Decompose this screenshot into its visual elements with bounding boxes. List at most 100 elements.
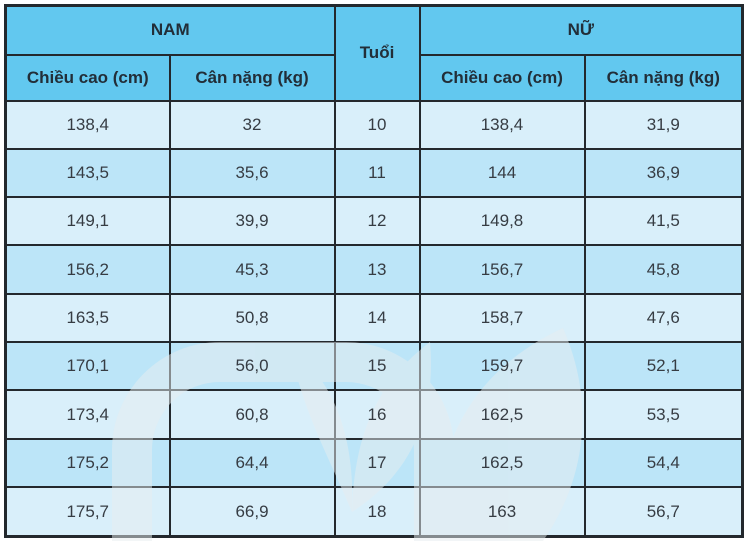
nam-height-value: 170,1 — [66, 356, 110, 376]
cell-age: 18 — [333, 486, 421, 538]
header-nam-label: NAM — [150, 20, 190, 40]
cell-nu-weight: 41,5 — [583, 196, 744, 247]
cell-nam-height: 138,4 — [4, 99, 171, 150]
nu-height-value: 159,7 — [480, 356, 524, 376]
cell-nam-height: 156,2 — [4, 244, 171, 295]
cell-nu-height: 159,7 — [418, 341, 586, 392]
cell-age: 16 — [333, 389, 421, 440]
header-nu-height: Chiều cao (cm) — [418, 53, 586, 102]
nam-height-value: 138,4 — [66, 114, 110, 134]
cell-nam-height: 163,5 — [4, 292, 171, 344]
cell-nam-weight: 39,9 — [168, 196, 336, 247]
table-row: 143,5 35,6 11 144 36,9 — [4, 147, 744, 199]
table-row: 170,1 56,0 15 159,7 52,1 — [4, 341, 744, 392]
nam-height-value: 156,2 — [66, 259, 110, 279]
nu-height-value: 162,5 — [480, 404, 524, 424]
nam-height-value: 175,2 — [66, 452, 110, 472]
age-value: 12 — [367, 211, 387, 231]
cell-nu-weight: 53,5 — [583, 389, 744, 440]
nam-height-col-label: Chiều cao (cm) — [26, 67, 149, 87]
table-row: 173,4 60,8 16 162,5 53,5 — [4, 389, 744, 440]
nu-height-value: 156,7 — [480, 259, 524, 279]
nu-height-value: 158,7 — [480, 307, 524, 327]
age-value: 17 — [367, 452, 387, 472]
cell-nam-weight: 56,0 — [168, 341, 336, 392]
age-value: 10 — [367, 114, 387, 134]
nu-weight-col-label: Cân nặng (kg) — [606, 67, 720, 87]
cell-age: 11 — [333, 147, 421, 199]
cell-nu-height: 138,4 — [418, 99, 586, 150]
cell-age: 15 — [333, 341, 421, 392]
nam-weight-value: 66,9 — [235, 501, 269, 521]
age-value: 18 — [367, 501, 387, 521]
nam-height-value: 149,1 — [66, 211, 110, 231]
nam-weight-value: 56,0 — [235, 356, 269, 376]
cell-age: 10 — [333, 99, 421, 150]
cell-nu-weight: 45,8 — [583, 244, 744, 295]
header-nam-weight: Cân nặng (kg) — [168, 53, 336, 102]
cell-nam-weight: 66,9 — [168, 486, 336, 538]
cell-age: 12 — [333, 196, 421, 247]
age-value: 14 — [367, 307, 387, 327]
nu-weight-value: 56,7 — [646, 501, 680, 521]
header-tuoi: Tuổi — [333, 4, 421, 102]
header-group-row: NAM Tuổi NỮ — [4, 4, 744, 102]
cell-nam-height: 170,1 — [4, 341, 171, 392]
nu-height-value: 149,8 — [480, 211, 524, 231]
nu-height-value: 162,5 — [480, 452, 524, 472]
cell-nu-height: 149,8 — [418, 196, 586, 247]
nam-weight-value: 35,6 — [235, 162, 269, 182]
nu-weight-value: 47,6 — [646, 307, 680, 327]
nu-height-col-label: Chiều cao (cm) — [441, 67, 563, 87]
cell-nam-weight: 35,6 — [168, 147, 336, 199]
nu-weight-value: 41,5 — [646, 211, 680, 231]
header-tuoi-label: Tuổi — [359, 43, 395, 63]
cell-nam-weight: 45,3 — [168, 244, 336, 295]
nam-height-value: 173,4 — [66, 404, 110, 424]
table-row: 138,4 32 10 138,4 31,9 — [4, 99, 744, 150]
cell-nam-height: 143,5 — [4, 147, 171, 199]
cell-age: 17 — [333, 437, 421, 489]
growth-table: NAM Tuổi NỮ Chiều cao (cm) Cân nặng (kg)… — [4, 4, 745, 538]
age-value: 11 — [368, 162, 386, 182]
cell-nu-weight: 31,9 — [583, 99, 744, 150]
cell-nu-height: 156,7 — [418, 244, 586, 295]
nam-weight-value: 60,8 — [235, 404, 269, 424]
cell-nam-weight: 50,8 — [168, 292, 336, 344]
cell-nam-height: 175,7 — [4, 486, 171, 538]
nu-height-value: 144 — [487, 162, 517, 182]
nam-weight-col-label: Cân nặng (kg) — [195, 67, 309, 87]
nam-height-value: 175,7 — [66, 501, 110, 521]
header-columns-row: Chiều cao (cm) Cân nặng (kg) Chiều cao (… — [4, 53, 744, 102]
cell-nam-weight: 64,4 — [168, 437, 336, 489]
table-row: 175,7 66,9 18 163 56,7 — [4, 486, 744, 538]
header-nam-height: Chiều cao (cm) — [4, 53, 171, 102]
cell-nu-height: 163 — [418, 486, 586, 538]
nu-weight-value: 36,9 — [646, 162, 680, 182]
nu-weight-value: 31,9 — [646, 114, 680, 134]
cell-nam-height: 149,1 — [4, 196, 171, 247]
cell-age: 13 — [333, 244, 421, 295]
cell-nam-weight: 32 — [168, 99, 336, 150]
age-value: 16 — [367, 404, 387, 424]
nu-height-value: 138,4 — [480, 114, 524, 134]
cell-nam-weight: 60,8 — [168, 389, 336, 440]
cell-nu-weight: 47,6 — [583, 292, 744, 344]
nam-height-value: 143,5 — [66, 162, 110, 182]
nu-weight-value: 53,5 — [646, 404, 680, 424]
cell-nu-weight: 52,1 — [583, 341, 744, 392]
header-nam: NAM — [4, 4, 336, 56]
cell-nu-height: 162,5 — [418, 389, 586, 440]
cell-nu-height: 144 — [418, 147, 586, 199]
nam-weight-value: 32 — [242, 114, 262, 134]
nu-weight-value: 52,1 — [646, 356, 680, 376]
header-nu-label: NỮ — [567, 20, 594, 40]
nu-height-value: 163 — [487, 501, 517, 521]
cell-nu-weight: 54,4 — [583, 437, 744, 489]
header-nu: NỮ — [418, 4, 744, 56]
cell-nu-height: 162,5 — [418, 437, 586, 489]
nam-height-value: 163,5 — [66, 307, 110, 327]
nam-weight-value: 50,8 — [235, 307, 269, 327]
cell-nu-height: 158,7 — [418, 292, 586, 344]
